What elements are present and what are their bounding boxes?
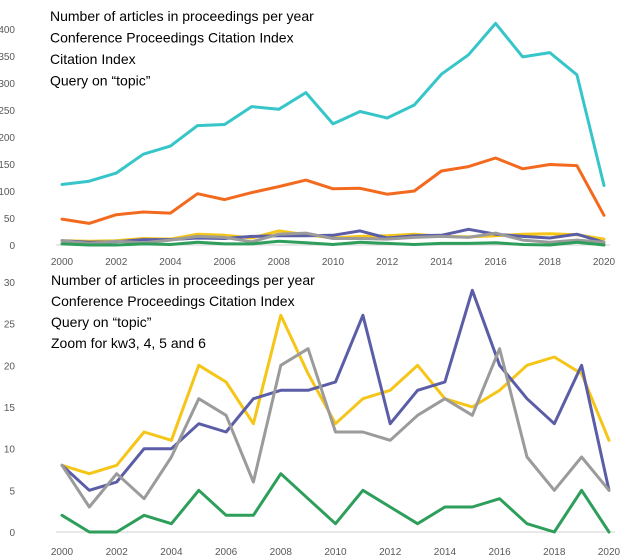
y-tick-label: 250 bbox=[0, 106, 15, 117]
series-line-3 bbox=[60, 472, 611, 534]
x-tick-label: 2004 bbox=[159, 257, 182, 268]
y-tick-label: 5 bbox=[9, 486, 15, 497]
x-tick-label: 2018 bbox=[539, 257, 562, 268]
x-tick-label: 2012 bbox=[376, 257, 399, 268]
chart-title-line: Zoom for kw3, 4, 5 and 6 bbox=[51, 335, 206, 351]
y-tick-label: 300 bbox=[0, 79, 15, 90]
y-tick-label: 15 bbox=[4, 403, 16, 414]
x-tick-label: 2006 bbox=[213, 257, 236, 268]
y-tick-label: 10 bbox=[4, 445, 16, 456]
y-tick-label: 0 bbox=[9, 528, 15, 539]
chart-top: 0 50 100 150 200 250 300 350 400 2000 2002 2004 2006… bbox=[0, 8, 616, 268]
x-tick-label: 2020 bbox=[593, 257, 616, 268]
x-tick-label: 2014 bbox=[430, 257, 453, 268]
series-line-0 bbox=[60, 21, 606, 187]
x-tick-label: 2010 bbox=[322, 257, 345, 268]
x-tick-label: 2014 bbox=[434, 547, 457, 558]
y-tick-label: 30 bbox=[4, 278, 16, 289]
y-tick-label: 100 bbox=[0, 187, 15, 198]
series-line-0 bbox=[60, 313, 611, 476]
chart-title-line: Query on “topic” bbox=[50, 73, 151, 89]
series-line-1 bbox=[60, 288, 611, 492]
x-tick-label: 2008 bbox=[268, 257, 291, 268]
x-tick-label: 2000 bbox=[51, 547, 74, 558]
x-tick-label: 2002 bbox=[106, 547, 129, 558]
x-tick-label: 2000 bbox=[51, 257, 74, 268]
series-line-1 bbox=[60, 156, 606, 225]
y-tick-label: 400 bbox=[0, 25, 15, 36]
chart-title-line: Query on “topic” bbox=[51, 314, 152, 330]
chart-bottom-zoom: 0 5 10 15 20 25 30 2000 2002 2004 2006 2008 2010 2012… bbox=[4, 272, 621, 558]
y-tick-label: 200 bbox=[0, 133, 15, 144]
y-tick-label: 0 bbox=[9, 241, 15, 252]
x-tick-label: 2002 bbox=[105, 257, 128, 268]
chart-title-line: Citation Index bbox=[50, 51, 136, 67]
series-line-4 bbox=[60, 231, 606, 245]
x-tick-label: 2010 bbox=[324, 547, 347, 558]
x-tick-label: 2004 bbox=[160, 547, 183, 558]
x-tick-label: 2016 bbox=[484, 257, 507, 268]
y-tick-label: 150 bbox=[0, 160, 15, 171]
x-tick-label: 2020 bbox=[598, 547, 621, 558]
x-tick-label: 2018 bbox=[543, 547, 566, 558]
y-tick-label: 350 bbox=[0, 52, 15, 63]
y-tick-label: 25 bbox=[4, 320, 16, 331]
chart-title-line: Number of articles in proceedings per ye… bbox=[51, 272, 315, 288]
series-line-2 bbox=[60, 347, 611, 509]
chart-title-line: Conference Proceedings Citation Index bbox=[51, 293, 295, 309]
x-tick-label: 2006 bbox=[215, 547, 238, 558]
series-line-3 bbox=[60, 227, 606, 244]
chart-title-line: Conference Proceedings Citation Index bbox=[50, 30, 294, 46]
x-tick-label: 2012 bbox=[379, 547, 402, 558]
y-tick-label: 20 bbox=[4, 361, 16, 372]
chart-title-line: Number of articles in proceedings per ye… bbox=[50, 8, 314, 24]
x-tick-label: 2016 bbox=[488, 547, 511, 558]
x-tick-label: 2008 bbox=[270, 547, 293, 558]
y-tick-label: 50 bbox=[4, 214, 16, 225]
series-line-5 bbox=[60, 239, 606, 247]
